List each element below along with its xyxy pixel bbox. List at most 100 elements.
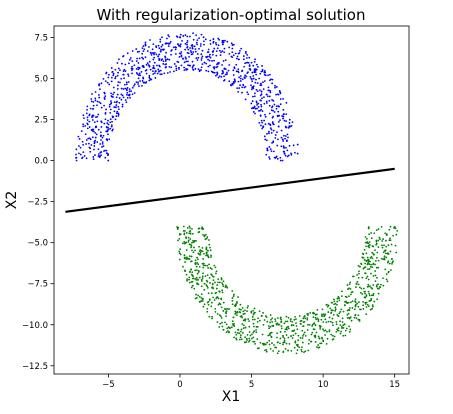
green-data-point <box>236 302 238 305</box>
blue-data-point <box>75 159 78 162</box>
blue-data-point <box>138 66 141 69</box>
blue-data-point <box>168 42 171 45</box>
blue-data-point <box>102 134 105 137</box>
blue-data-point <box>268 112 271 115</box>
blue-data-point <box>159 38 162 41</box>
green-data-point <box>393 226 396 229</box>
blue-data-point <box>246 91 249 94</box>
blue-data-point <box>101 146 103 148</box>
green-data-point <box>287 349 289 352</box>
blue-data-point <box>148 64 151 67</box>
blue-data-point <box>156 72 159 75</box>
blue-data-point <box>166 58 169 61</box>
green-data-point <box>188 258 191 261</box>
green-data-point <box>252 336 255 339</box>
green-data-point <box>245 341 248 343</box>
green-data-point <box>212 275 215 278</box>
blue-data-point <box>85 112 88 115</box>
green-data-point <box>342 310 345 313</box>
blue-data-point <box>239 77 242 80</box>
green-data-point <box>332 314 335 316</box>
blue-data-point <box>97 113 100 116</box>
green-data-point <box>317 335 320 338</box>
green-data-point <box>195 239 198 242</box>
green-data-point <box>387 270 390 273</box>
blue-data-point <box>249 68 252 70</box>
green-data-point <box>336 313 339 316</box>
blue-data-point <box>106 81 109 84</box>
blue-data-point <box>155 70 157 72</box>
green-data-point <box>346 309 349 312</box>
blue-data-point <box>123 77 125 80</box>
blue-data-point <box>290 125 293 127</box>
green-data-point <box>197 294 200 297</box>
green-data-point <box>390 258 393 260</box>
blue-data-point <box>135 81 138 83</box>
green-data-point <box>199 251 202 254</box>
blue-data-point <box>223 51 226 54</box>
blue-data-point <box>279 98 282 100</box>
blue-data-point <box>148 60 151 63</box>
green-data-point <box>218 290 221 293</box>
green-data-point <box>252 340 255 343</box>
blue-data-point <box>85 139 88 141</box>
green-data-point <box>355 286 357 288</box>
blue-data-point <box>160 73 163 76</box>
green-data-point <box>324 313 327 316</box>
y-tick-label: 0.0 <box>34 157 48 167</box>
green-data-point <box>256 325 259 328</box>
green-data-point <box>337 327 340 329</box>
blue-data-point <box>109 127 112 130</box>
green-data-point <box>356 280 359 283</box>
green-data-point <box>375 266 378 269</box>
green-data-point <box>366 256 369 259</box>
green-data-point <box>192 277 195 280</box>
green-data-point <box>385 278 388 281</box>
green-data-point <box>367 268 369 271</box>
green-data-point <box>357 264 360 267</box>
green-data-point <box>341 317 344 320</box>
blue-data-point <box>115 112 118 115</box>
green-data-point <box>395 251 398 254</box>
green-data-point <box>208 243 211 246</box>
blue-data-point <box>110 76 113 79</box>
blue-data-point <box>259 94 262 97</box>
green-data-point <box>334 308 337 311</box>
blue-data-point <box>181 39 183 42</box>
green-data-point <box>338 299 341 302</box>
green-data-point <box>382 284 385 287</box>
blue-data-point <box>105 130 108 133</box>
blue-data-point <box>283 119 286 122</box>
green-data-point <box>216 321 219 323</box>
green-data-point <box>314 336 317 339</box>
blue-data-point <box>149 68 152 71</box>
green-data-point <box>210 268 213 270</box>
green-data-point <box>212 279 215 282</box>
blue-data-point <box>282 146 285 148</box>
green-data-point <box>202 233 204 236</box>
blue-data-point <box>138 85 140 88</box>
green-data-point <box>233 323 235 325</box>
green-data-point <box>179 248 182 251</box>
green-data-point <box>370 286 373 289</box>
green-data-point <box>232 316 235 319</box>
green-data-point <box>349 307 351 309</box>
blue-data-point <box>255 73 258 76</box>
blue-data-point <box>253 61 256 63</box>
green-data-point <box>391 262 393 265</box>
blue-data-point <box>217 37 220 40</box>
blue-data-point <box>142 76 144 79</box>
green-data-point <box>374 263 376 266</box>
green-data-point <box>287 336 290 339</box>
blue-data-point <box>86 122 89 125</box>
green-data-point <box>209 282 211 284</box>
blue-data-point <box>124 63 127 66</box>
blue-data-point <box>202 36 205 39</box>
green-data-point <box>195 293 197 296</box>
blue-data-point <box>133 92 136 94</box>
blue-data-point <box>254 71 257 74</box>
blue-data-point <box>268 156 271 159</box>
blue-data-point <box>103 91 106 94</box>
green-data-point <box>287 325 290 328</box>
blue-data-point <box>129 96 131 99</box>
